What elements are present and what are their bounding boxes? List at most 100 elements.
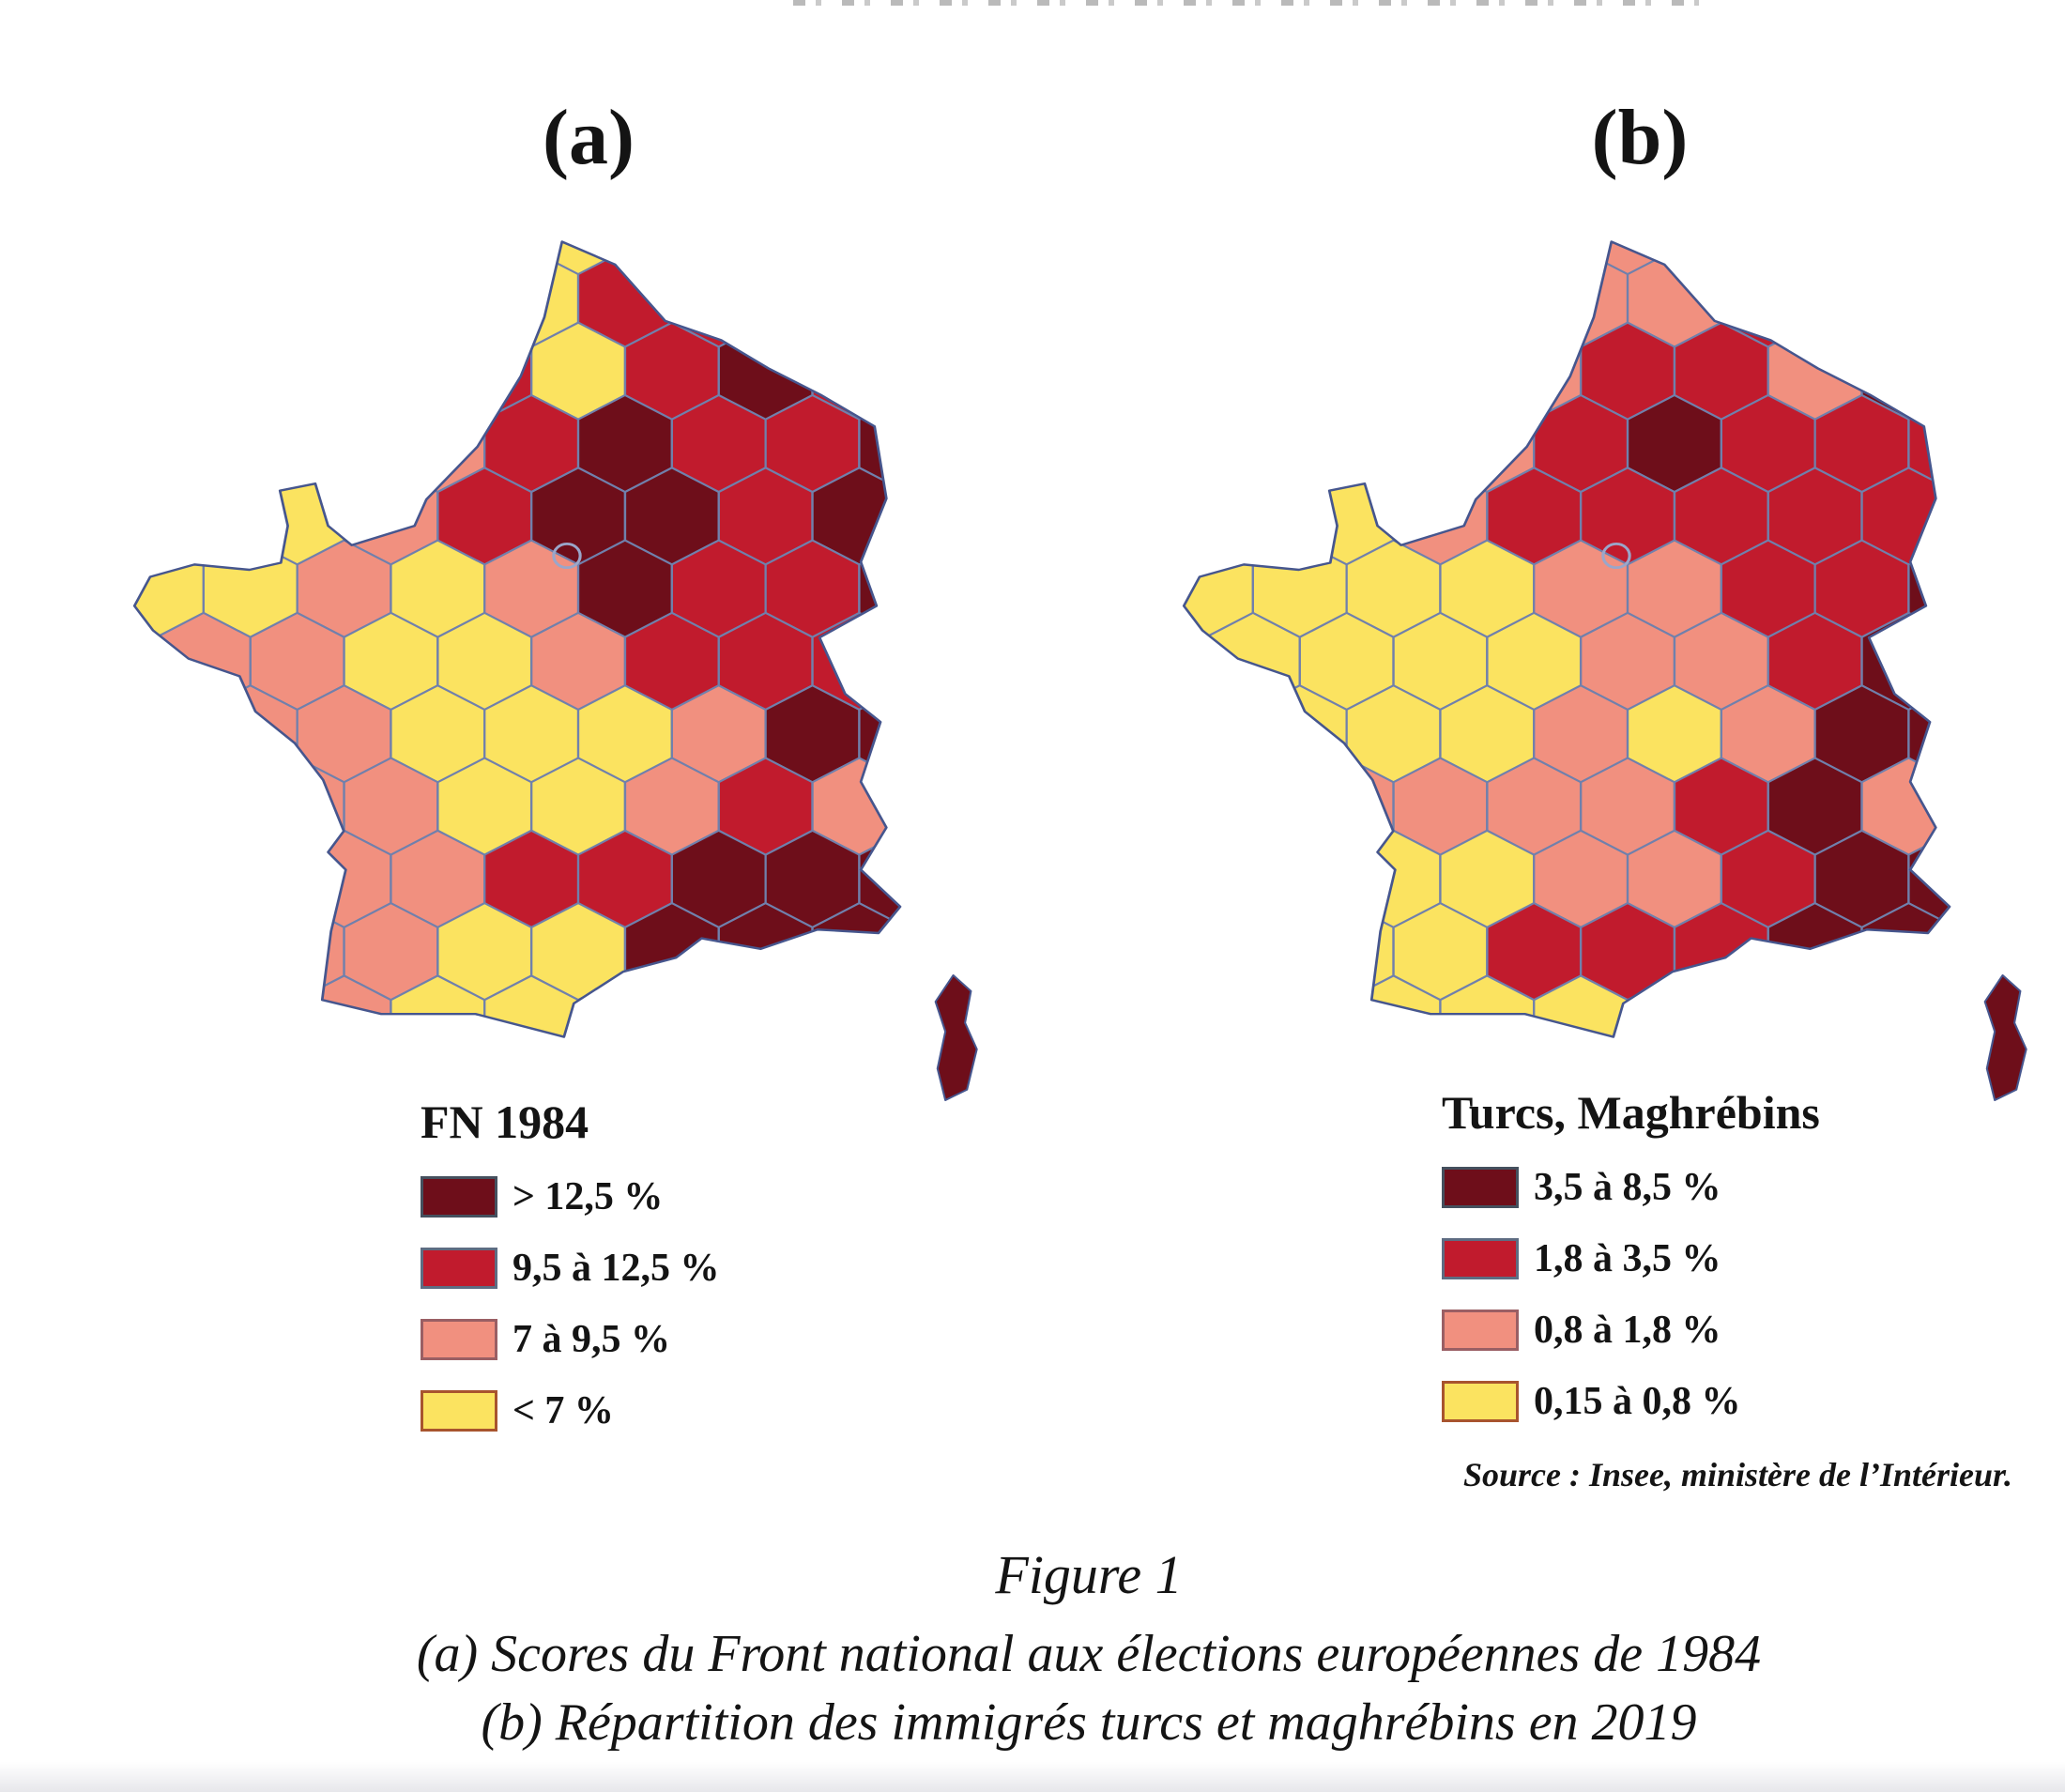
department-cell	[953, 250, 1004, 346]
legend-item: > 12,5 %	[421, 1175, 720, 1218]
legend-item-label: 3,5 à 8,5 %	[1534, 1166, 1721, 1209]
department-cell	[1184, 829, 1255, 929]
figure-caption: Figure 1 (a) Scores du Front national au…	[113, 1545, 2065, 1757]
department-cell	[764, 249, 861, 348]
department-cell	[296, 393, 392, 494]
department-cell	[1000, 467, 1004, 564]
legend-item: 0,15 à 0,8 %	[1442, 1380, 1820, 1423]
legend-swatch-yellow	[421, 1390, 497, 1432]
legend-b-title: Turcs, Maghrébins	[1442, 1086, 1820, 1139]
legend-fn-1984: FN 1984 > 12,5 % 9,5 à 12,5 % 7 à 9,5 % …	[421, 1096, 720, 1432]
department-cell	[2002, 685, 2054, 782]
legend-item: 9,5 à 12,5 %	[421, 1247, 720, 1290]
paris-ring	[1601, 542, 1631, 570]
department-cell	[343, 321, 439, 421]
source-note: Source : Insee, ministère de l’Intérieur…	[1462, 1456, 2012, 1493]
department-cell	[1907, 249, 1950, 348]
department-cell	[1439, 249, 1536, 348]
department-cell	[1184, 901, 1208, 1002]
map-france-fn-1984	[132, 240, 1004, 1101]
department-cell	[953, 395, 1004, 492]
department-cell	[343, 241, 439, 276]
department-cell	[1184, 684, 1255, 784]
department-cell	[1955, 235, 2049, 274]
department-cell	[2049, 903, 2054, 1000]
legend-swatch-salmon	[421, 1319, 497, 1360]
clipped-text-remnant	[793, 0, 1699, 6]
legend-item-label: 7 à 9,5 %	[512, 1318, 670, 1361]
legend-item: 0,8 à 1,8 %	[1442, 1309, 1820, 1352]
department-cell	[1204, 321, 1301, 421]
legend-item-label: 9,5 à 12,5 %	[512, 1247, 720, 1290]
department-cell	[249, 241, 345, 276]
department-cell	[2049, 467, 2054, 564]
department-cell	[134, 249, 206, 348]
panel-a-label: (a)	[543, 94, 635, 181]
department-cell	[1907, 539, 1950, 638]
legend-swatch-red	[1442, 1238, 1519, 1279]
legend-item-label: < 7 %	[512, 1389, 614, 1432]
department-cell	[1486, 241, 1583, 276]
department-cell	[906, 467, 1000, 564]
department-cell	[717, 241, 814, 276]
legend-a-title: FN 1984	[421, 1095, 589, 1148]
department-cell	[134, 684, 206, 784]
department-cell	[1251, 249, 1348, 348]
department-cell	[134, 241, 159, 276]
page-bottom-edge	[0, 1762, 2065, 1792]
department-cell	[134, 467, 159, 566]
legend-item: < 7 %	[421, 1389, 720, 1432]
legend-item: 3,5 à 8,5 %	[1442, 1166, 1820, 1209]
department-cell	[2049, 758, 2054, 855]
department-cell	[1000, 758, 1004, 855]
department-cell	[858, 539, 900, 638]
department-cell	[1767, 241, 1863, 276]
department-cell	[1251, 974, 1348, 1037]
legend-turcs-maghrebins: Turcs, Maghrébins 3,5 à 8,5 % 1,8 à 3,5 …	[1442, 1087, 1820, 1423]
department-cell	[1251, 829, 1348, 929]
france-outline	[132, 240, 902, 1038]
department-cell	[1813, 974, 1910, 1037]
legend-swatch-darkest	[1442, 1167, 1519, 1208]
department-cell	[2002, 541, 2054, 637]
legend-item-label: 0,15 à 0,8 %	[1534, 1380, 1741, 1423]
department-cell	[1392, 321, 1489, 421]
department-cell	[1000, 903, 1004, 1000]
corsica-island	[934, 974, 978, 1101]
department-cell	[1204, 757, 1301, 856]
department-cell	[1184, 249, 1255, 348]
department-cell	[906, 758, 1000, 855]
department-cell	[155, 467, 252, 566]
department-cell	[1298, 241, 1395, 276]
department-cell	[858, 684, 900, 784]
department-cells	[1184, 235, 2054, 1037]
department-cell	[202, 829, 298, 929]
department-cell	[390, 249, 486, 348]
department-cell	[1204, 901, 1301, 1002]
department-cell	[202, 393, 298, 494]
department-cell	[1907, 684, 1950, 784]
legend-swatch-salmon	[1442, 1310, 1519, 1351]
department-cell	[1955, 323, 2049, 420]
department-cell	[2002, 395, 2054, 492]
department-cell	[811, 241, 900, 276]
department-cell	[134, 321, 159, 421]
department-cell	[2049, 323, 2054, 420]
department-cell	[1392, 241, 1489, 276]
department-cell	[134, 901, 159, 1002]
department-cell	[2002, 831, 2054, 927]
panel-b-label: (b)	[1591, 94, 1689, 181]
department-cell	[1298, 321, 1395, 421]
department-cell	[764, 974, 861, 1037]
department-cell	[2049, 235, 2054, 274]
department-cell	[249, 321, 345, 421]
corsica-island	[1983, 974, 2027, 1101]
department-cell	[155, 321, 252, 421]
department-cell	[1184, 393, 1255, 494]
department-cell	[202, 974, 298, 1037]
legend-swatch-red	[421, 1248, 497, 1289]
department-cell	[436, 241, 533, 276]
department-cell	[1345, 393, 1442, 494]
legend-item: 1,8 à 3,5 %	[1442, 1237, 1820, 1280]
department-cell	[1000, 613, 1004, 710]
